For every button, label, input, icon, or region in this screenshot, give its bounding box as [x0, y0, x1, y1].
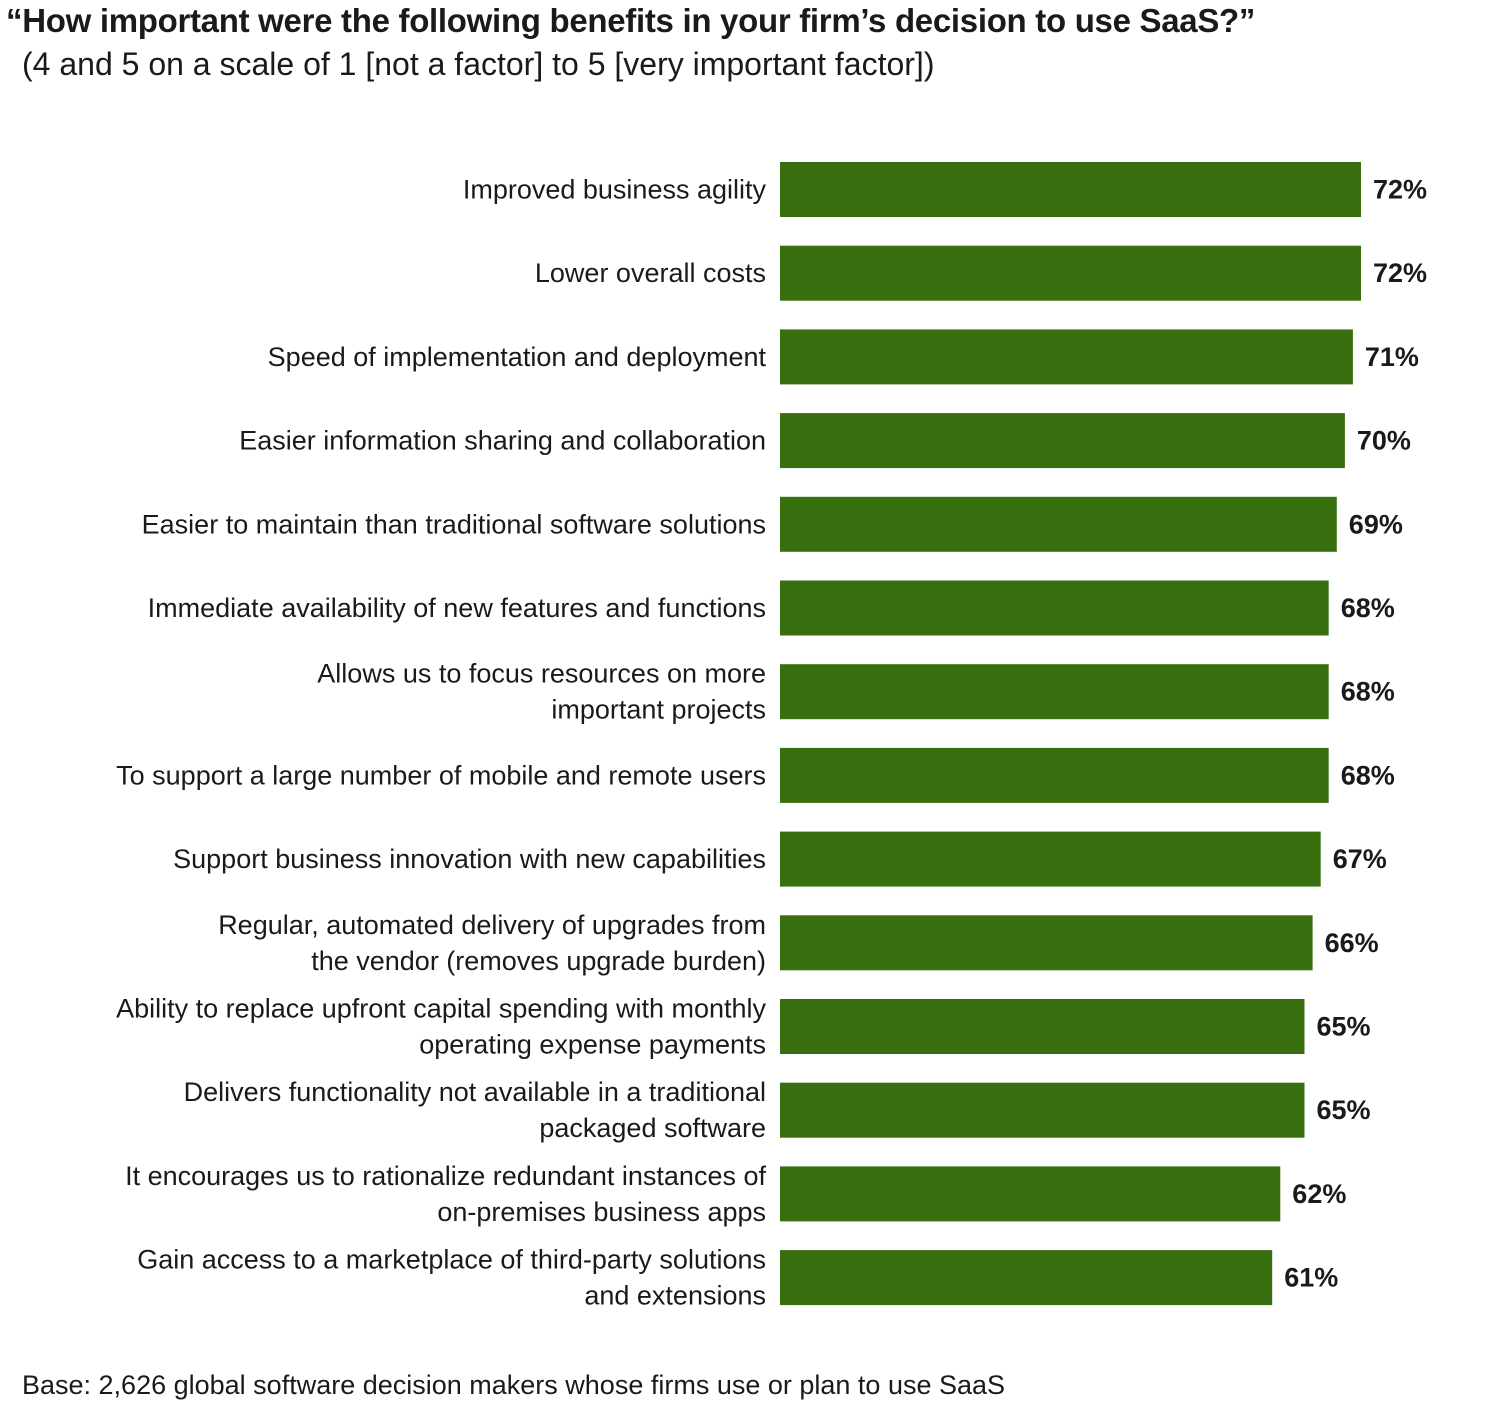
chart-footnote: Base: 2,626 global software decision mak… — [22, 1370, 1006, 1400]
value-label: 71% — [1365, 342, 1419, 372]
value-label: 65% — [1317, 1095, 1371, 1125]
category-label: important projects — [551, 695, 766, 725]
bar — [780, 496, 1337, 552]
value-label: 65% — [1317, 1012, 1371, 1042]
bar — [780, 664, 1329, 720]
value-label: 62% — [1292, 1179, 1346, 1209]
category-label: and extensions — [584, 1281, 766, 1311]
bar — [780, 162, 1361, 217]
category-label: Improved business agility — [463, 175, 767, 205]
value-label: 68% — [1341, 677, 1395, 707]
category-label: Lower overall costs — [535, 258, 766, 288]
value-label: 70% — [1357, 426, 1411, 456]
category-label: packaged software — [539, 1113, 766, 1143]
category-label: the vendor (removes upgrade burden) — [311, 946, 766, 976]
chart-title: “How important were the following benefi… — [6, 2, 1256, 39]
bar — [780, 1082, 1305, 1138]
category-label: Speed of implementation and deployment — [268, 342, 767, 372]
chart-subtitle: (4 and 5 on a scale of 1 [not a factor] … — [22, 46, 935, 82]
category-label: Delivers functionality not available in … — [184, 1077, 766, 1107]
bar — [780, 245, 1361, 301]
category-label: Easier to maintain than traditional soft… — [142, 509, 766, 539]
value-label: 72% — [1373, 175, 1427, 205]
category-label: Easier information sharing and collabora… — [239, 426, 766, 456]
value-label: 69% — [1349, 509, 1403, 539]
category-label: Immediate availability of new features a… — [148, 593, 766, 623]
category-label: operating expense payments — [419, 1030, 766, 1060]
bar — [780, 831, 1321, 887]
category-label: Allows us to focus resources on more — [317, 659, 766, 689]
bar — [780, 999, 1305, 1054]
value-label: 61% — [1284, 1263, 1338, 1293]
value-label: 67% — [1333, 844, 1387, 874]
bar — [780, 413, 1345, 469]
value-label: 72% — [1373, 258, 1427, 288]
category-label: Support business innovation with new cap… — [173, 844, 766, 874]
value-label: 68% — [1341, 593, 1395, 623]
category-label: It encourages us to rationalize redundan… — [125, 1161, 766, 1191]
bar — [780, 1166, 1281, 1222]
category-label: Gain access to a marketplace of third-pa… — [137, 1245, 766, 1275]
bar — [780, 329, 1353, 385]
bar — [780, 915, 1313, 971]
category-label: To support a large number of mobile and … — [116, 760, 766, 790]
value-label: 66% — [1325, 928, 1379, 958]
value-label: 68% — [1341, 760, 1395, 790]
bar — [780, 747, 1329, 803]
category-label: Regular, automated delivery of upgrades … — [218, 910, 766, 940]
category-label: Ability to replace upfront capital spend… — [116, 994, 766, 1024]
category-label: on-premises business apps — [437, 1197, 766, 1227]
bar — [780, 580, 1329, 636]
bar — [780, 1250, 1273, 1306]
